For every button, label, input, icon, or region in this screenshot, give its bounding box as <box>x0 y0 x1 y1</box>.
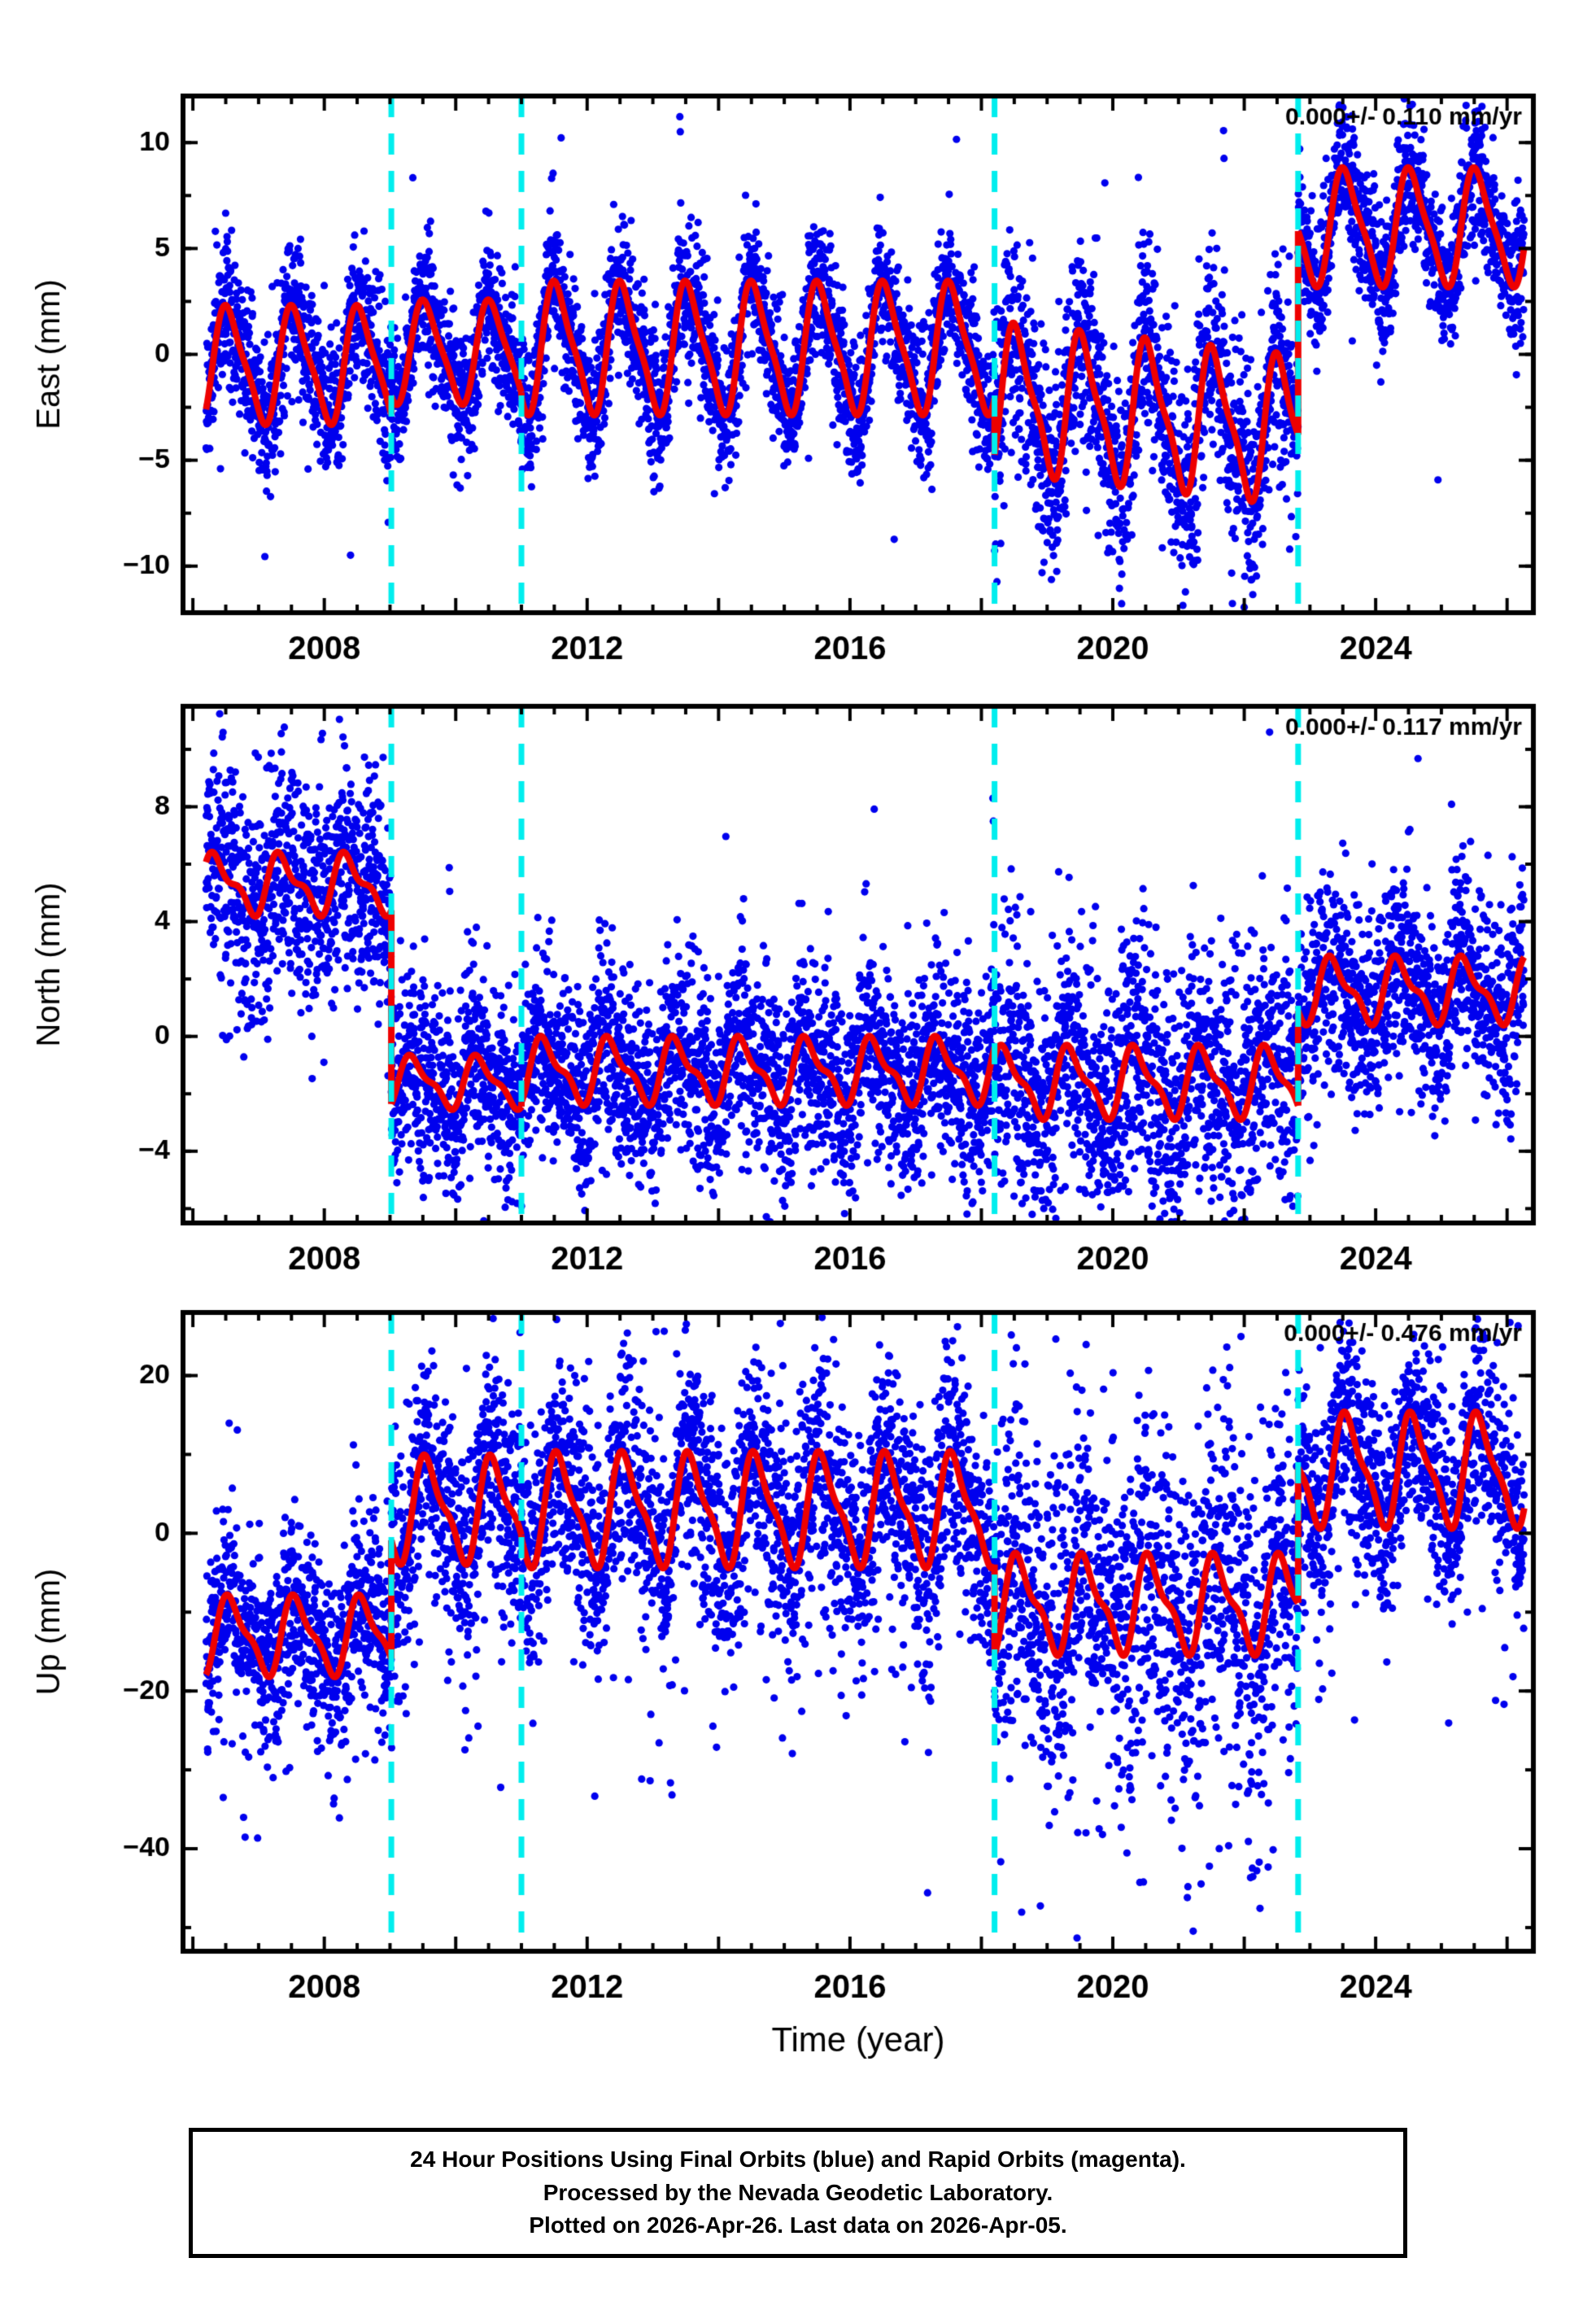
caption-line-processing: Processed by the Nevada Geodetic Laborat… <box>543 2179 1053 2205</box>
figure-caption-box: 24 Hour Positions Using Final Orbits (bl… <box>189 2128 1407 2258</box>
caption-line-dates: Plotted on 2026-Apr-26. Last data on 202… <box>529 2212 1067 2238</box>
caption-line-orbits: 24 Hour Positions Using Final Orbits (bl… <box>410 2147 1186 2173</box>
